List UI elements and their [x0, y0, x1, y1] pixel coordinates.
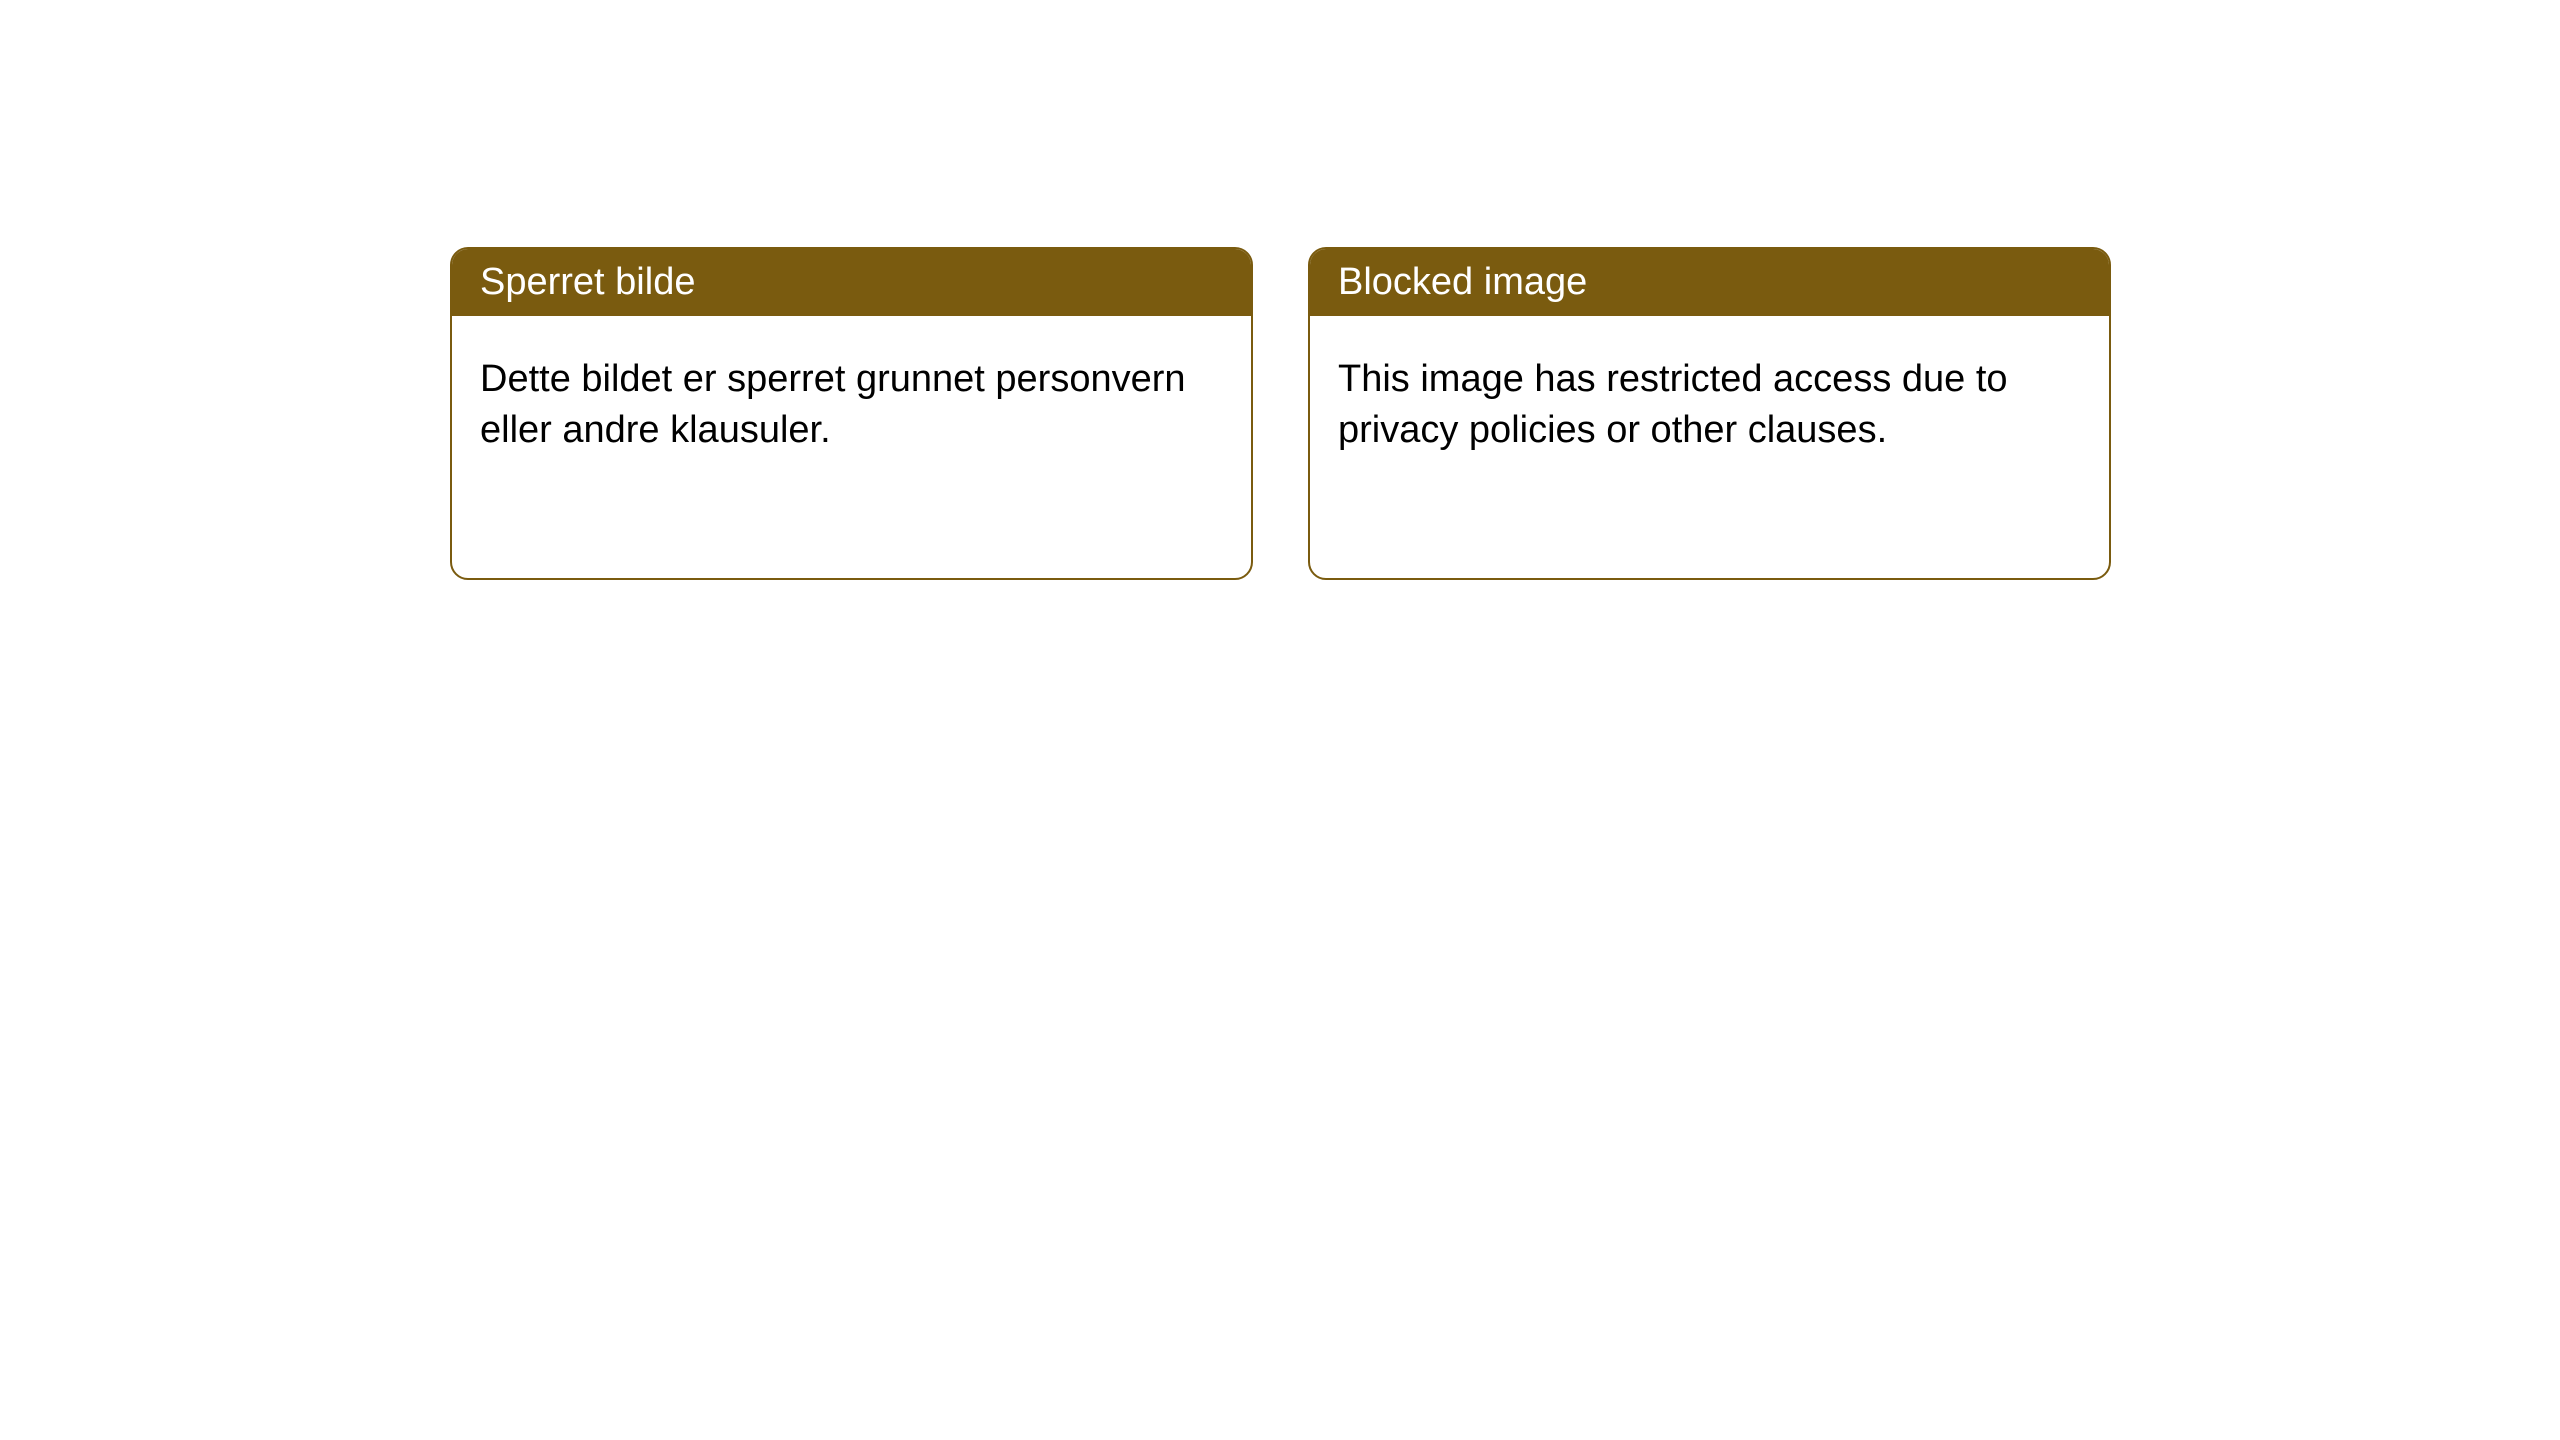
card-body-text: This image has restricted access due to … — [1310, 316, 2109, 495]
blocked-image-card-english: Blocked image This image has restricted … — [1308, 247, 2111, 580]
blocked-image-card-norwegian: Sperret bilde Dette bildet er sperret gr… — [450, 247, 1253, 580]
blocked-image-cards-container: Sperret bilde Dette bildet er sperret gr… — [450, 247, 2111, 580]
card-title: Blocked image — [1310, 249, 2109, 316]
card-title: Sperret bilde — [452, 249, 1251, 316]
card-body-text: Dette bildet er sperret grunnet personve… — [452, 316, 1251, 495]
